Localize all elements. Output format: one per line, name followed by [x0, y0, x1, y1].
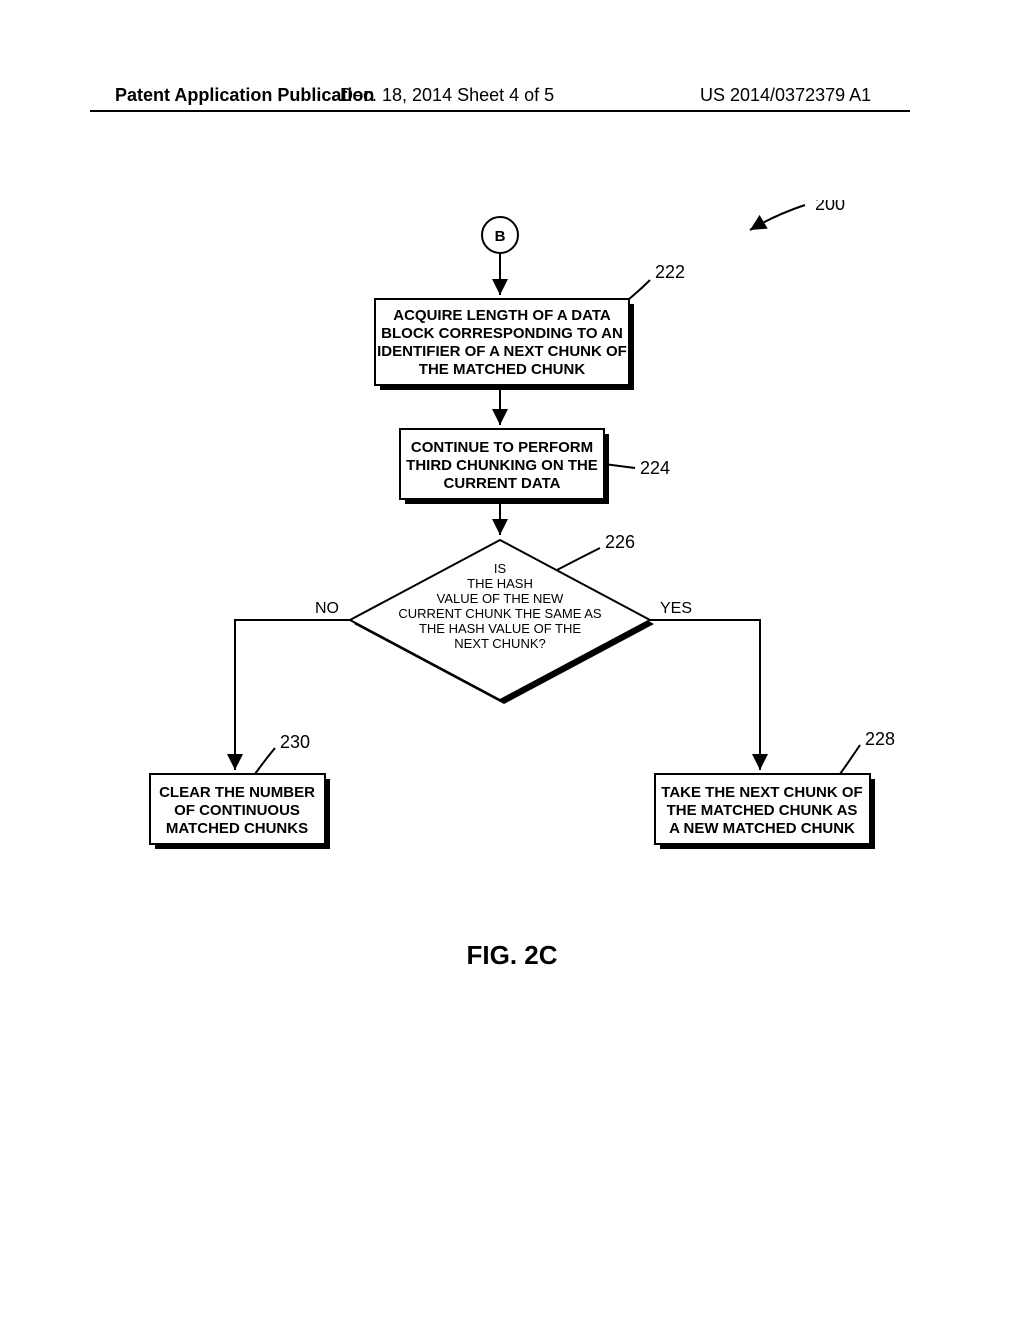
node-226: IS THE HASH VALUE OF THE NEW CURRENT CHU…	[350, 540, 654, 704]
ref-226-leader	[557, 548, 600, 570]
ref-230-leader	[255, 748, 275, 774]
ref-228-leader	[840, 745, 860, 774]
n226-l4: THE HASH VALUE OF THE	[419, 621, 581, 636]
ref-222-label: 222	[655, 262, 685, 282]
node-222: ACQUIRE LENGTH OF A DATA BLOCK CORRESPON…	[375, 299, 634, 390]
n228-l1: THE MATCHED CHUNK AS	[667, 802, 858, 819]
n228-l2: A NEW MATCHED CHUNK	[669, 820, 855, 837]
edge-no-label: NO	[315, 600, 339, 617]
n222-l0: ACQUIRE LENGTH OF A DATA	[393, 307, 611, 324]
node-224: CONTINUE TO PERFORM THIRD CHUNKING ON TH…	[400, 429, 609, 504]
ref-200-leader	[750, 205, 805, 230]
ref-226-label: 226	[605, 532, 635, 552]
n224-l0: CONTINUE TO PERFORM	[411, 439, 593, 456]
edge-yes-label: YES	[660, 600, 692, 617]
n226-l5: NEXT CHUNK?	[454, 636, 546, 651]
n226-l1: THE HASH	[467, 576, 533, 591]
n222-l1: BLOCK CORRESPONDING TO AN	[381, 325, 623, 342]
figure-label: FIG. 2C	[0, 940, 1024, 971]
n222-l2: IDENTIFIER OF A NEXT CHUNK OF	[377, 343, 627, 360]
edge-yes	[650, 620, 760, 770]
header-center: Dec. 18, 2014 Sheet 4 of 5	[340, 85, 554, 106]
n230-l0: CLEAR THE NUMBER	[159, 784, 315, 801]
node-230: CLEAR THE NUMBER OF CONTINUOUS MATCHED C…	[150, 774, 330, 849]
header-rule	[90, 110, 910, 112]
n228-l0: TAKE THE NEXT CHUNK OF	[661, 784, 862, 801]
ref-222-leader	[629, 280, 650, 299]
header-left: Patent Application Publication	[115, 85, 374, 106]
n230-l2: MATCHED CHUNKS	[166, 820, 308, 837]
n226-l3: CURRENT CHUNK THE SAME AS	[398, 606, 602, 621]
n224-l1: THIRD CHUNKING ON THE	[406, 457, 598, 474]
ref-230-label: 230	[280, 732, 310, 752]
n222-l3: THE MATCHED CHUNK	[419, 361, 586, 378]
header-right: US 2014/0372379 A1	[700, 85, 871, 106]
n230-l1: OF CONTINUOUS	[174, 802, 300, 819]
n226-l0: IS	[494, 561, 507, 576]
ref-224-label: 224	[640, 458, 670, 478]
connector-label: B	[495, 228, 506, 245]
ref-200-label: 200	[815, 200, 845, 214]
n224-l2: CURRENT DATA	[444, 475, 561, 492]
n226-l2: VALUE OF THE NEW	[437, 591, 564, 606]
node-228: TAKE THE NEXT CHUNK OF THE MATCHED CHUNK…	[655, 774, 875, 849]
ref-228-label: 228	[865, 729, 895, 749]
flowchart-svg: 200 B ACQUIRE LENGTH OF A DATA BLOCK COR…	[120, 200, 920, 940]
